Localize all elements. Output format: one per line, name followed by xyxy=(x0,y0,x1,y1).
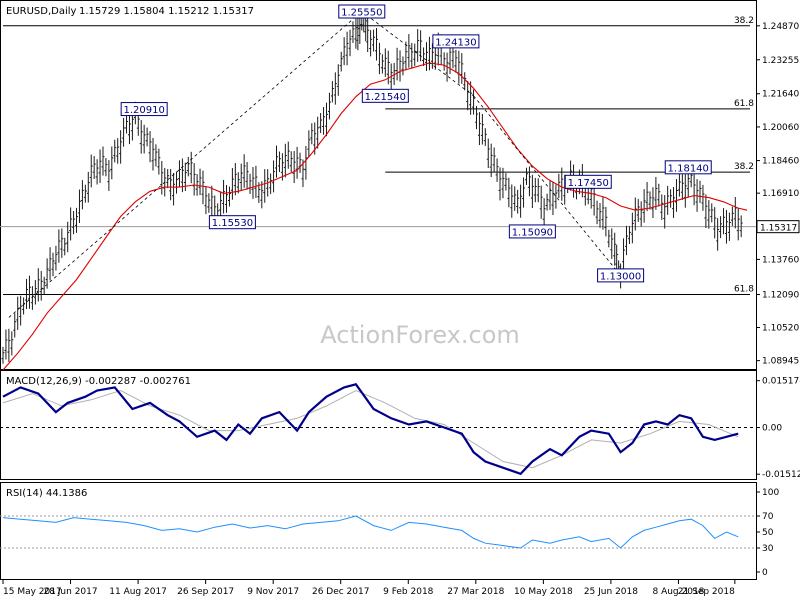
price-axis-label: 1.21640 xyxy=(762,90,799,100)
macd-pane xyxy=(0,370,757,480)
price-axis-label: 1.10520 xyxy=(762,324,799,334)
price-axis-label: 1.16910 xyxy=(762,189,799,199)
price-annotation-label: 1.21540 xyxy=(365,92,406,103)
macd-axis-label: 0.015178 xyxy=(762,377,800,387)
price-axis-label: 1.08945 xyxy=(762,357,799,367)
rsi-line xyxy=(2,515,739,549)
x-axis-label: 28 Jun 2017 xyxy=(43,587,97,597)
current-price-tag xyxy=(756,220,800,234)
price-annotation-label: 1.15090 xyxy=(512,227,553,238)
price-annotation-box xyxy=(120,102,168,117)
fib-label: 61.8 xyxy=(734,99,754,109)
chart-symbol: EURUSD,Daily xyxy=(6,6,77,17)
price-axis-label: 1.23255 xyxy=(762,56,799,66)
x-axis-label: 21 Sep 2018 xyxy=(678,587,735,597)
x-axis-label: 27 Mar 2018 xyxy=(447,587,504,597)
price-pane xyxy=(0,0,757,370)
x-axis-label: 26 Sep 2017 xyxy=(177,587,234,597)
price-axis-label: 1.12090 xyxy=(762,291,799,301)
price-annotation-box xyxy=(597,268,645,283)
x-axis-label: 10 May 2018 xyxy=(514,587,573,597)
price-axis-label: 1.13760 xyxy=(762,255,799,265)
price-annotation-label: 1.20910 xyxy=(123,105,164,116)
price-annotation-label: 1.24130 xyxy=(435,37,476,48)
macd-axis-label: 0.00 xyxy=(762,424,782,434)
price-annotation-label: 1.25550 xyxy=(341,8,382,19)
x-axis-label: 15 May 2017 xyxy=(3,587,62,597)
rsi-axis-label: 50 xyxy=(762,528,774,538)
price-annotation-box xyxy=(338,4,386,19)
fib-label: 61.8 xyxy=(734,285,754,295)
price-axis-label: 1.18460 xyxy=(762,157,799,167)
macd-title: MACD(12,26,9) -0.002287 -0.002761 xyxy=(6,376,191,387)
price-annotation-box xyxy=(564,174,612,189)
fib-label: 38.2 xyxy=(734,16,754,26)
price-annotation-box xyxy=(361,88,409,103)
x-axis-label: 8 Aug 2018 xyxy=(652,587,704,597)
x-axis-label: 26 Dec 2017 xyxy=(312,587,370,597)
rsi-axis-label: 0 xyxy=(762,568,768,578)
price-annotation-box xyxy=(664,160,712,175)
price-annotation-label: 1.13000 xyxy=(600,271,641,282)
chart-ohlc: 1.15729 1.15804 1.15212 1.15317 xyxy=(79,6,254,17)
rsi-axis-label: 70 xyxy=(762,512,774,522)
rsi-axis-label: 30 xyxy=(762,544,774,554)
price-axis-label: 1.20060 xyxy=(762,123,799,133)
macd-axis-label: -0.015126 xyxy=(762,470,800,480)
rsi-pane xyxy=(0,482,757,580)
price-annotation-label: 1.18140 xyxy=(668,163,709,174)
rsi-title: RSI(14) 44.1386 xyxy=(6,488,87,499)
x-axis-label: 9 Nov 2017 xyxy=(247,587,299,597)
price-annotation-label: 1.17450 xyxy=(568,178,609,189)
macd-line xyxy=(2,383,739,476)
x-axis-label: 9 Feb 2018 xyxy=(383,587,434,597)
x-axis-label: 25 Jun 2018 xyxy=(584,587,638,597)
price-annotation-box xyxy=(432,34,480,49)
rsi-axis-label: 100 xyxy=(762,488,779,498)
moving-average-line xyxy=(2,62,748,371)
trend-dashed-line xyxy=(473,95,621,276)
trend-dashed-line xyxy=(361,11,474,97)
price-annotation-label: 1.15530 xyxy=(212,218,253,229)
watermark: ActionForex.com xyxy=(320,321,520,349)
current-price-label: 1.15317 xyxy=(760,224,797,234)
x-axis-label: 11 Aug 2017 xyxy=(109,587,167,597)
fib-label: 38.2 xyxy=(734,162,754,172)
price-annotation-box xyxy=(508,224,556,239)
price-annotation-box xyxy=(208,215,256,230)
price-axis-label: 1.24870 xyxy=(762,22,799,32)
